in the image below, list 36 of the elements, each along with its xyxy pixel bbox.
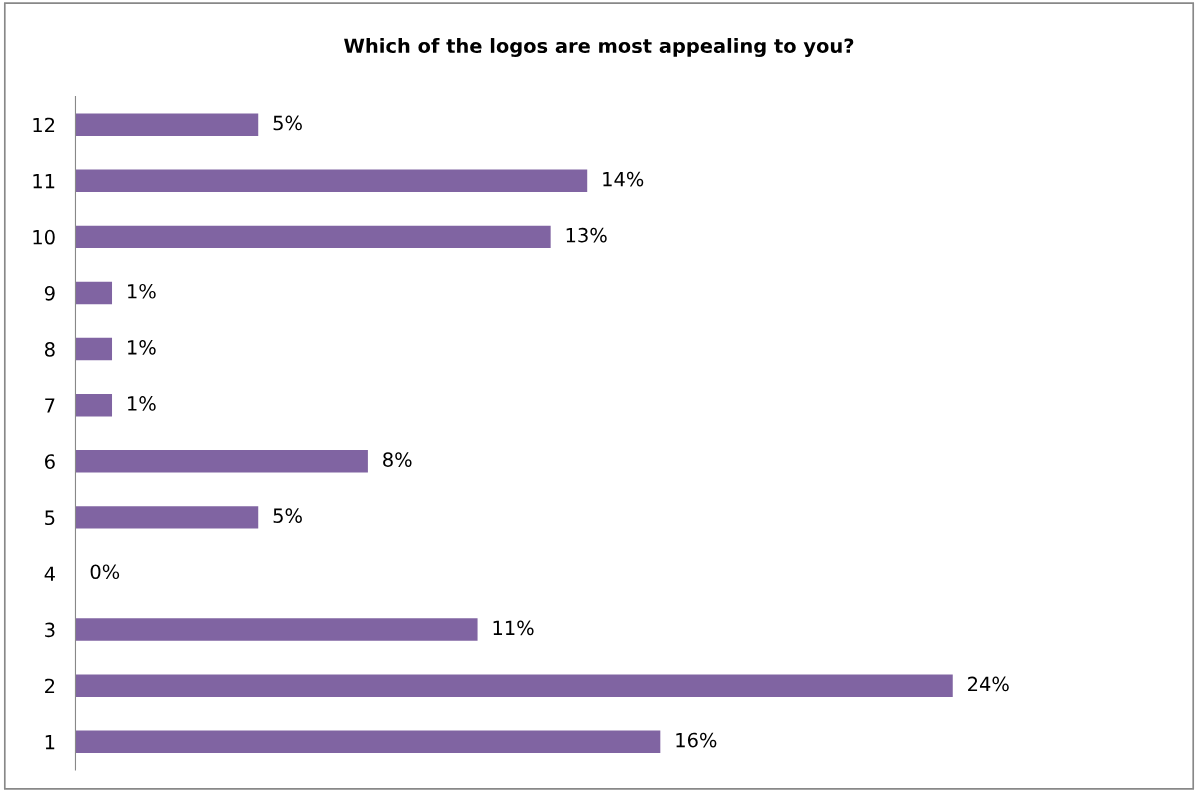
bar <box>75 674 953 697</box>
y-tick-label: 9 <box>44 285 55 301</box>
data-label: 0% <box>90 564 120 580</box>
y-tick-label: 1 <box>45 734 55 750</box>
data-label: 13% <box>566 227 607 243</box>
data-label: 8% <box>383 452 412 467</box>
bar <box>75 281 113 305</box>
y-tick-label: 5 <box>45 510 55 526</box>
data-label: 16% <box>676 732 717 748</box>
bar <box>75 506 259 529</box>
bar <box>75 450 368 473</box>
y-tick-label: 3 <box>45 622 55 638</box>
bar <box>75 337 113 361</box>
chart-title: Which of the logos are most appealing to you? <box>344 38 854 58</box>
y-tick-label: 7 <box>45 398 55 413</box>
y-tick-label: 12 <box>33 117 55 133</box>
y-tick-label: 2 <box>45 678 55 694</box>
data-label: 1% <box>128 340 156 355</box>
data-label: 1% <box>128 396 156 411</box>
data-label: 5% <box>273 115 302 131</box>
data-label: 5% <box>273 508 302 524</box>
data-label: 1% <box>128 283 156 299</box>
bar <box>75 169 588 192</box>
data-label: 24% <box>968 676 1009 692</box>
y-tick-label: 8 <box>44 342 55 357</box>
y-tick-label: 4 <box>44 566 55 581</box>
bar <box>75 225 551 249</box>
y-tick-label: 6 <box>45 454 55 469</box>
data-label: 11% <box>493 620 534 636</box>
bar <box>75 730 661 753</box>
bar <box>75 113 259 136</box>
data-label: 14% <box>603 171 644 187</box>
bar <box>75 618 478 641</box>
y-tick-label: 11 <box>33 173 55 189</box>
y-tick-label: 10 <box>33 229 55 245</box>
bar <box>75 393 113 417</box>
